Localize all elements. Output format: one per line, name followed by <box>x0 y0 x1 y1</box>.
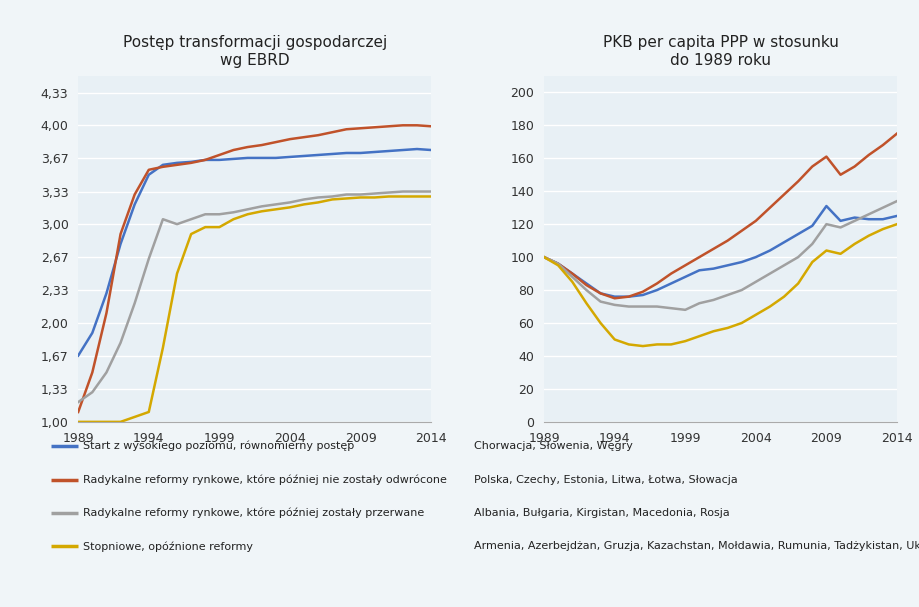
Text: Chorwacja, Słowenia, Węgry: Chorwacja, Słowenia, Węgry <box>473 441 632 451</box>
Title: PKB per capita PPP w stosunku
do 1989 roku: PKB per capita PPP w stosunku do 1989 ro… <box>602 35 837 68</box>
Text: Radykalne reformy rynkowe, które później zostały przerwane: Radykalne reformy rynkowe, które później… <box>83 507 424 518</box>
Text: Polska, Czechy, Estonia, Litwa, Łotwa, Słowacja: Polska, Czechy, Estonia, Litwa, Łotwa, S… <box>473 475 737 484</box>
Text: Radykalne reformy rynkowe, które później nie zostały odwrócone: Radykalne reformy rynkowe, które później… <box>83 474 447 485</box>
Text: Albania, Bułgaria, Kirgistan, Macedonia, Rosja: Albania, Bułgaria, Kirgistan, Macedonia,… <box>473 508 729 518</box>
Text: Stopniowe, opóźnione reformy: Stopniowe, opóźnione reformy <box>83 541 253 552</box>
Text: Armenia, Azerbejdżan, Gruzja, Kazachstan, Mołdawia, Rumunia, Tadżykistan, Ukrain: Armenia, Azerbejdżan, Gruzja, Kazachstan… <box>473 541 919 551</box>
Text: Start z wysokiego poziomu, równomierny postęp: Start z wysokiego poziomu, równomierny p… <box>83 441 354 452</box>
Title: Postęp transformacji gospodarczej
wg EBRD: Postęp transformacji gospodarczej wg EBR… <box>122 35 386 68</box>
